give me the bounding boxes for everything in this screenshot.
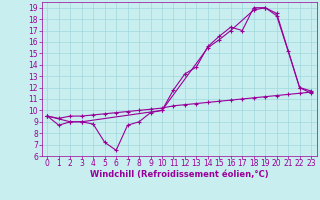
X-axis label: Windchill (Refroidissement éolien,°C): Windchill (Refroidissement éolien,°C): [90, 170, 268, 179]
